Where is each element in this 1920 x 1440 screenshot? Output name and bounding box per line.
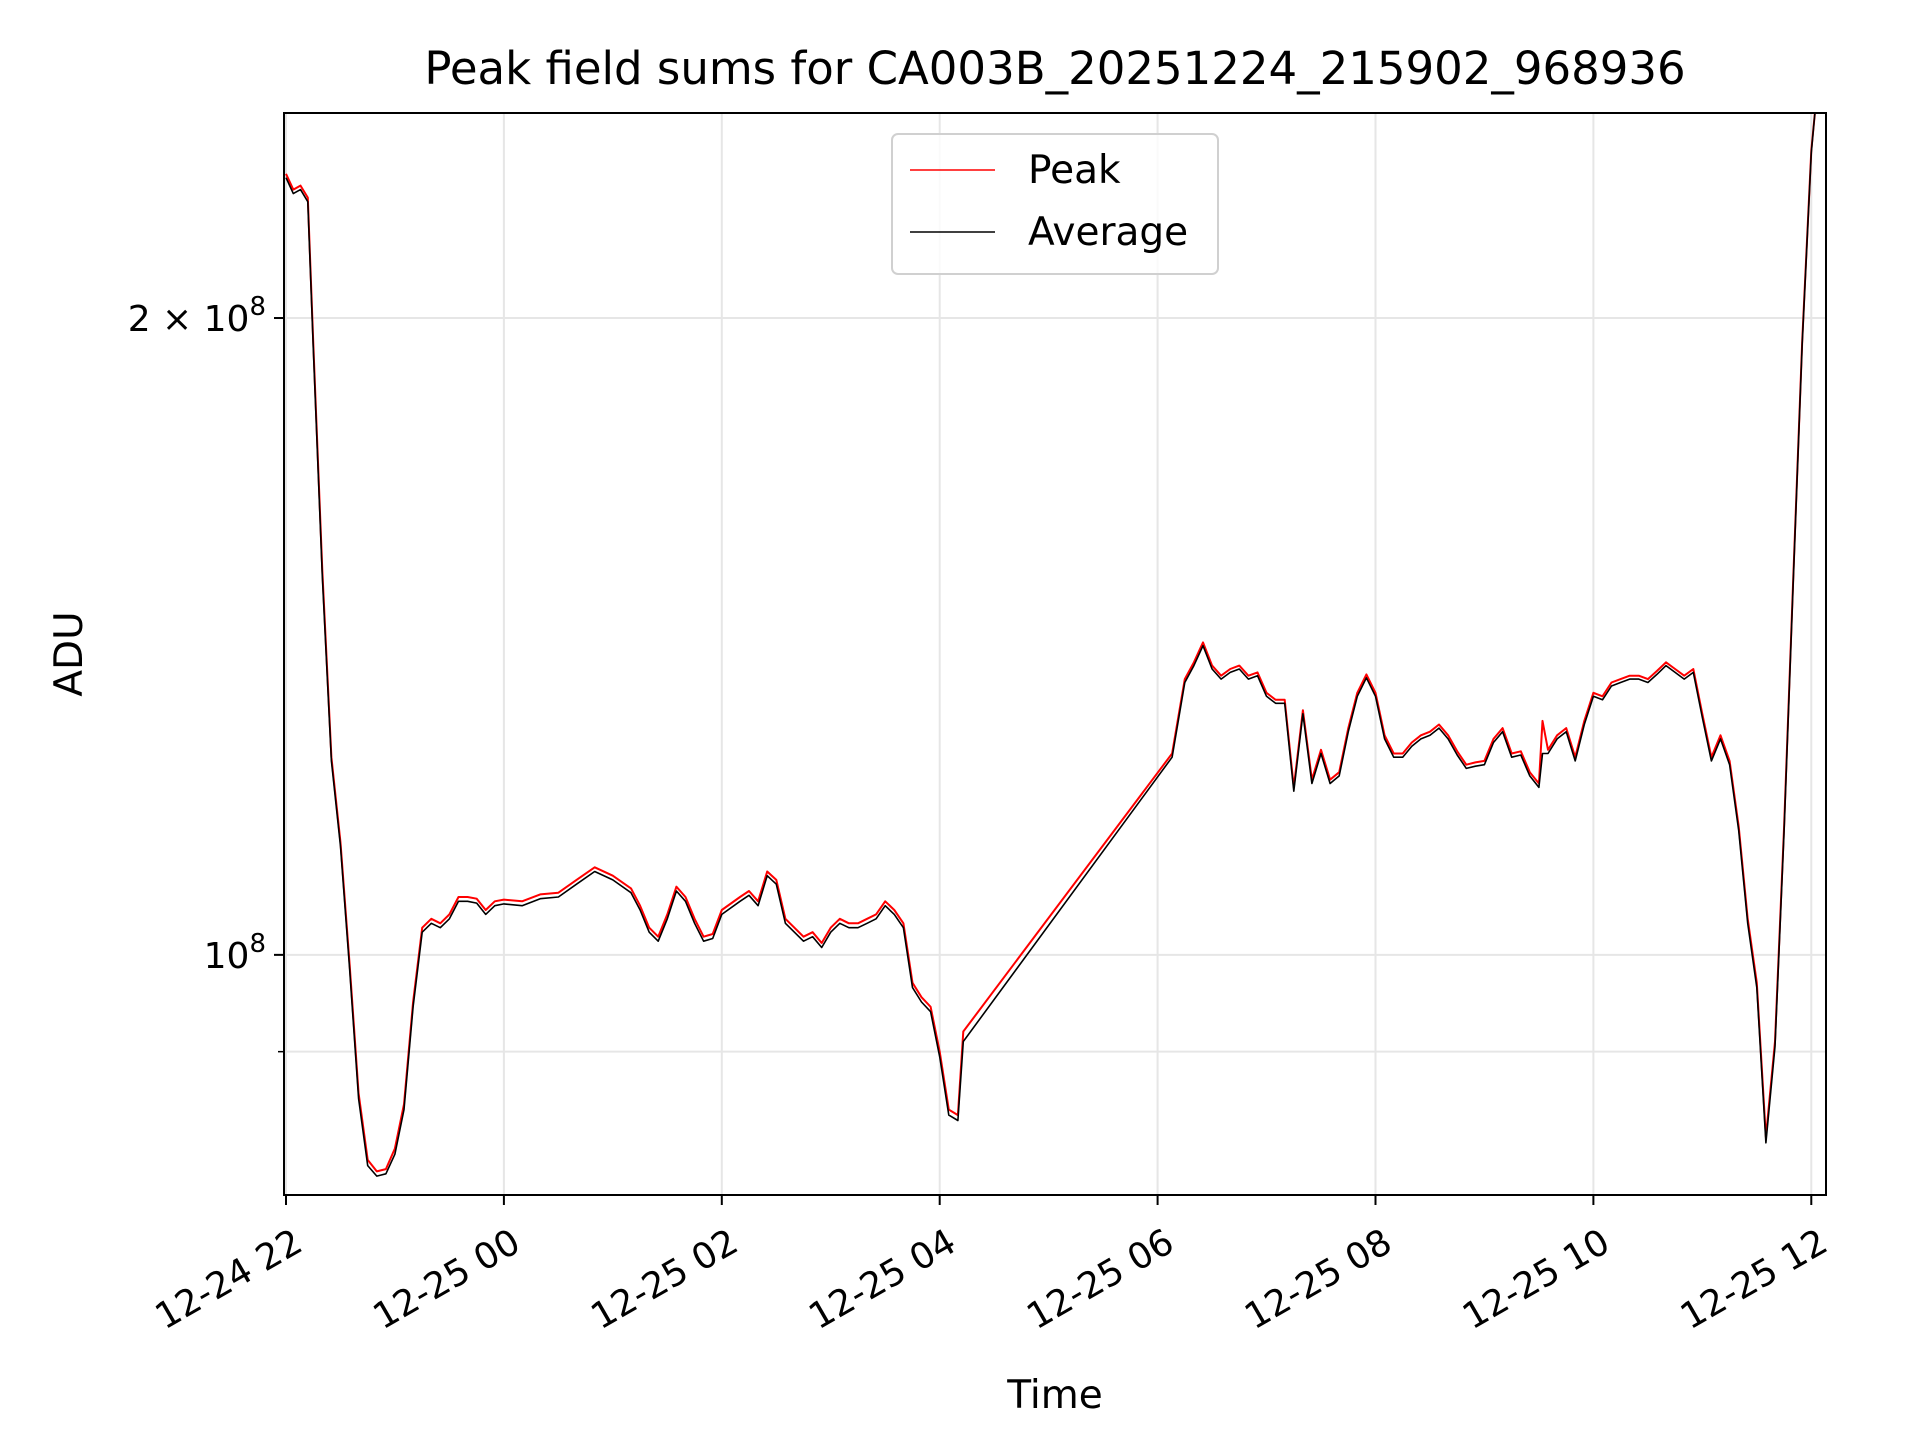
y-tick-label: 108 [204, 929, 266, 977]
y-tick-label-base: 10 [204, 936, 250, 977]
y-tick-label: 2 × 108 [128, 292, 266, 340]
legend: Peak Average [891, 133, 1219, 275]
plot-series [285, 113, 1816, 1177]
y-tick-label-exponent: 8 [249, 929, 266, 959]
grid-lines [284, 113, 1826, 1195]
y-tick-label-exponent: 8 [249, 292, 266, 322]
chart-title: Peak field sums for CA003B_20251224_2159… [424, 42, 1685, 95]
series-line-peak [285, 113, 1816, 1173]
legend-average-label: Average [1028, 210, 1188, 255]
y-axis-label: ADU [47, 611, 92, 696]
x-axis-label: Time [1006, 1373, 1102, 1418]
y-tick-label-base: 2 × 10 [128, 299, 250, 340]
plot-frame [283, 112, 1827, 1196]
series-line-average [285, 113, 1816, 1177]
legend-peak-label: Peak [1028, 148, 1121, 193]
legend-box [891, 133, 1219, 275]
